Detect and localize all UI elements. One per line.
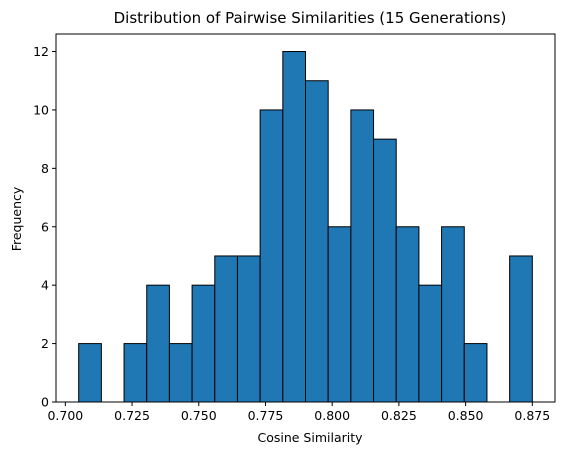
x-axis-label: Cosine Similarity xyxy=(257,430,363,445)
x-tick-label: 0.750 xyxy=(181,408,217,423)
y-tick-label: 10 xyxy=(33,102,49,117)
x-tick-label: 0.700 xyxy=(47,408,83,423)
plot-frame xyxy=(55,33,556,403)
histogram-bar xyxy=(463,343,488,403)
y-tick-label: 8 xyxy=(41,161,49,176)
chart-title: Distribution of Pairwise Similarities (1… xyxy=(114,9,507,27)
y-tick-label: 12 xyxy=(33,44,49,59)
y-axis-label: Frequency xyxy=(9,186,24,251)
x-tick-label: 0.825 xyxy=(381,408,417,423)
histogram-bar xyxy=(259,109,284,403)
y-tick-label: 2 xyxy=(41,336,49,351)
bars-group xyxy=(78,51,533,403)
histogram-bar xyxy=(123,343,148,403)
histogram-bar xyxy=(236,255,261,403)
y-tick-label: 6 xyxy=(41,219,49,234)
y-tick-label: 0 xyxy=(41,395,49,410)
histogram-bar xyxy=(305,80,329,403)
histogram-bar xyxy=(282,51,306,403)
x-axis-ticks: 0.700 0.725 0.750 0.775 0.800 0.825 0.850 0.875 xyxy=(47,402,550,423)
histogram-bar xyxy=(146,284,170,403)
y-axis-ticks: 0 2 4 6 8 10 12 xyxy=(33,44,56,410)
y-tick-label: 4 xyxy=(41,278,49,293)
histogram-bar xyxy=(350,109,375,403)
histogram-bar xyxy=(168,343,193,403)
x-tick-label: 0.800 xyxy=(314,408,350,423)
histogram-bar xyxy=(78,343,102,403)
histogram-bar xyxy=(327,226,352,403)
histogram-bar xyxy=(441,226,465,403)
histogram-bar xyxy=(214,255,238,403)
histogram-bar xyxy=(418,284,443,403)
x-tick-label: 0.875 xyxy=(514,408,550,423)
histogram-bar xyxy=(509,255,533,403)
x-tick-label: 0.775 xyxy=(248,408,284,423)
x-tick-label: 0.725 xyxy=(114,408,150,423)
x-tick-label: 0.850 xyxy=(448,408,484,423)
histogram-bar xyxy=(373,138,397,403)
histogram-bar xyxy=(191,284,216,403)
histogram-bar xyxy=(395,226,420,403)
